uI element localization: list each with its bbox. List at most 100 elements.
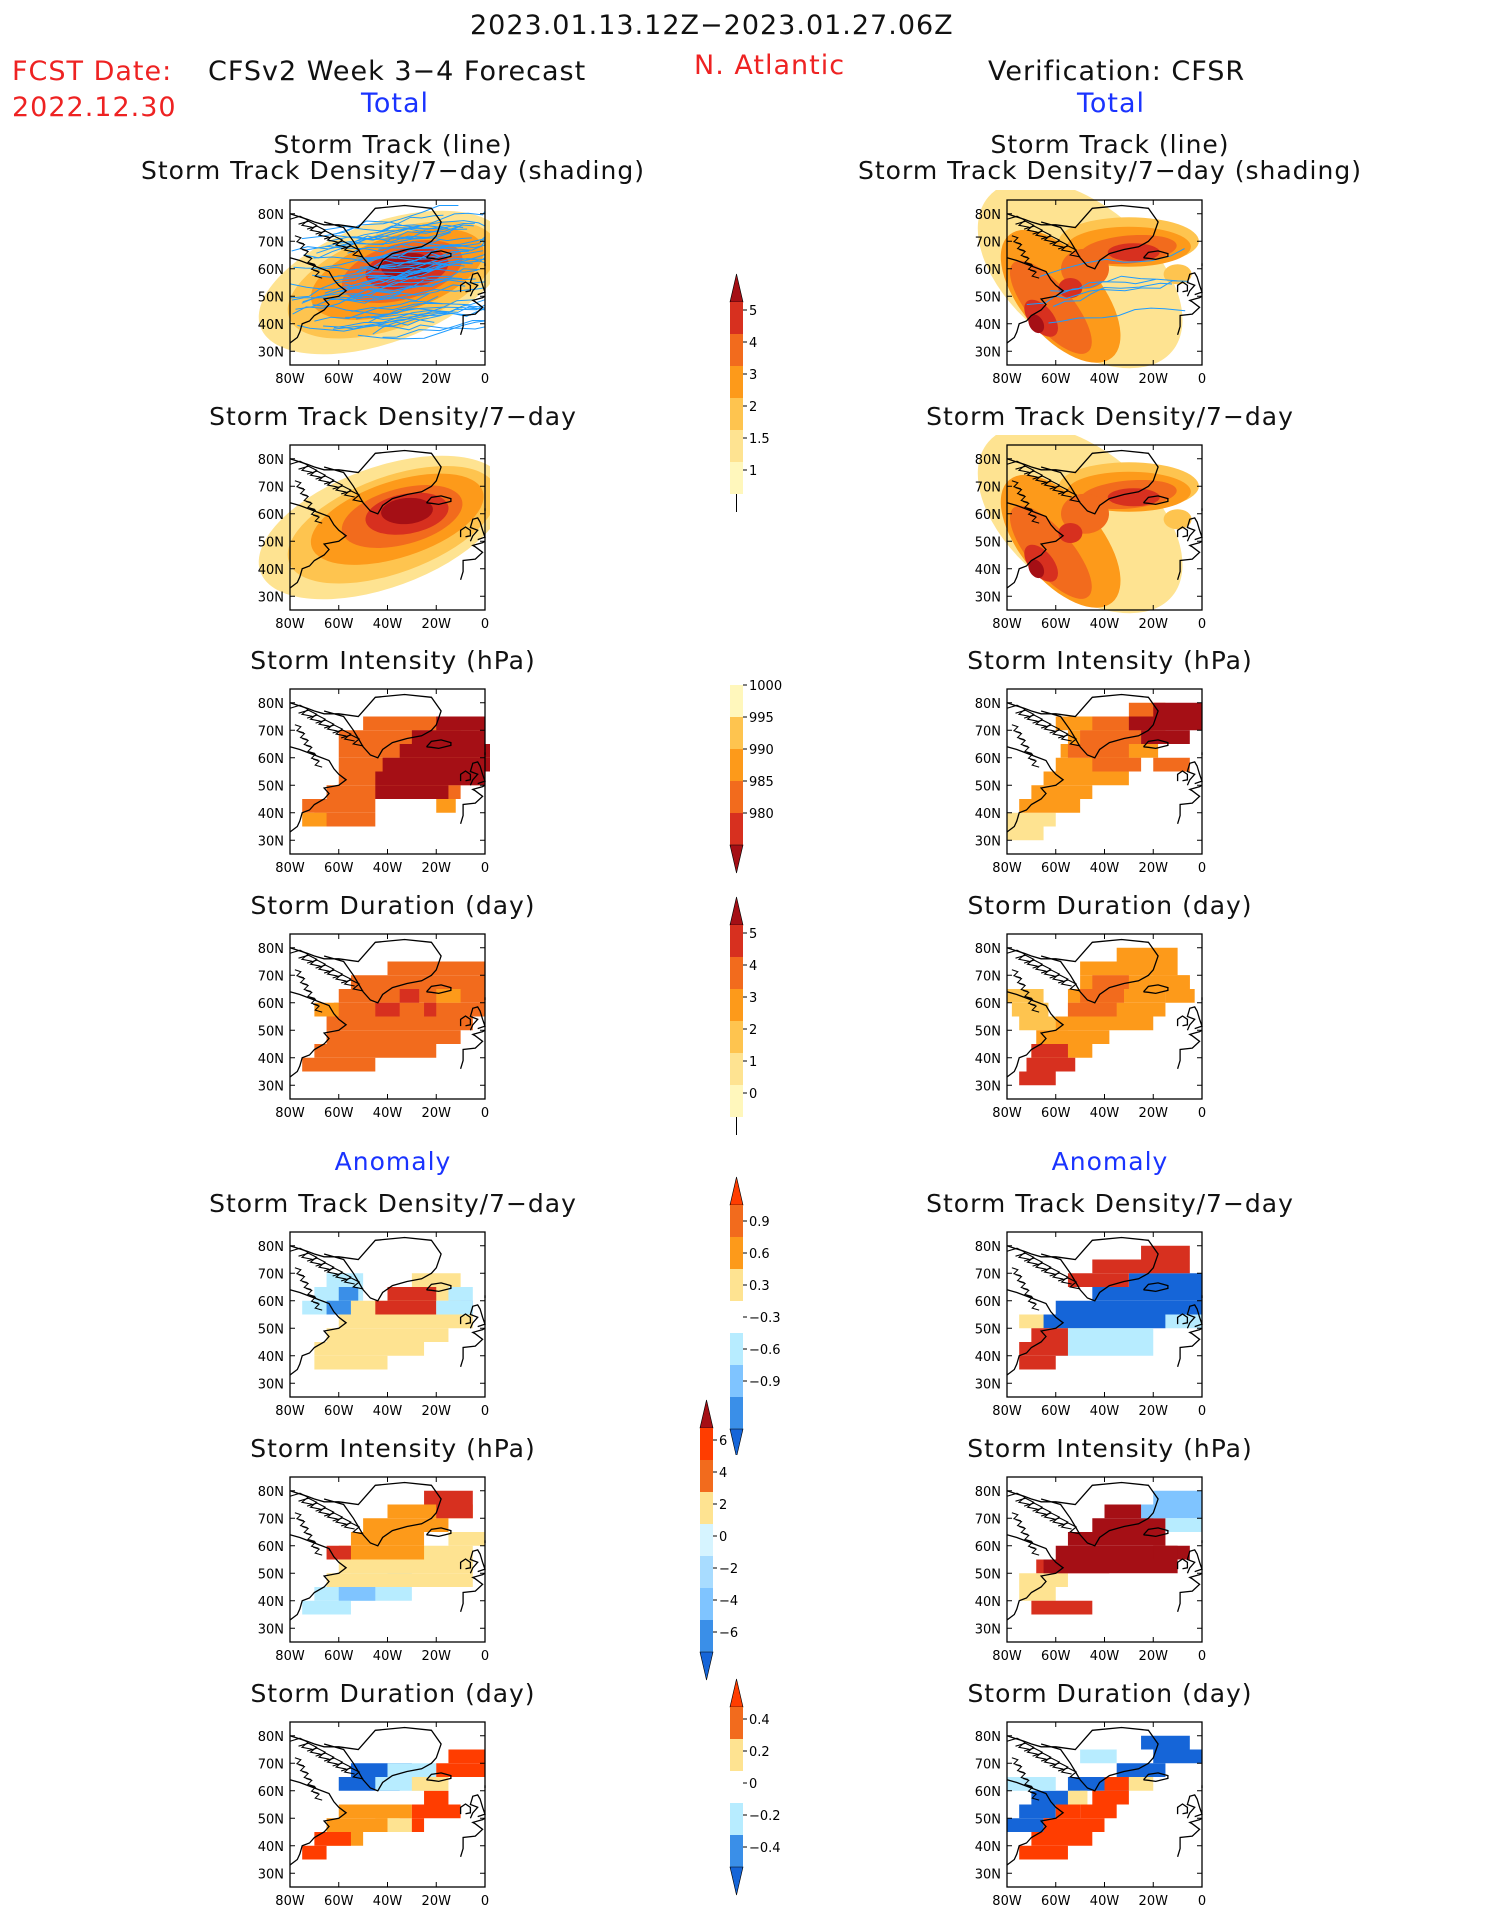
region-title: N. Atlantic [694,50,846,81]
panel-title-duration-right: Storm Duration (day) [967,891,1253,920]
lon-tick-label: 0 [1198,861,1206,876]
colorbar-swatch [730,781,743,813]
colorbar-label: 4 [719,1466,727,1481]
lon-tick-label: 60W [324,1894,354,1909]
panel-title-line1: Storm Track (line) [273,130,513,159]
grid-shading [375,989,437,1017]
lat-tick-label: 80N [975,1240,1001,1255]
map-panel: 80N 70N 60N 50N 40N 30N 80W 60W 40W 20W 0 [258,1476,489,1664]
lon-tick-label: 60W [1041,617,1071,632]
colorbar-swatch [730,1333,743,1365]
colorbar-label: 0.3 [749,1279,770,1294]
lat-tick-label: 70N [258,1757,284,1772]
colorbar-label: 5 [749,927,757,942]
colorbar-swatch [730,1085,743,1117]
colorbar-label: 0.2 [749,1745,770,1760]
coastline [289,449,486,589]
lat-tick-label: 30N [975,1622,1001,1637]
lon-tick-label: 0 [1198,372,1206,387]
colorbar-label: −0.3 [749,1311,781,1326]
lat-tick-label: 60N [258,263,284,278]
fcst-date-label: FCST Date: [12,56,173,87]
grid-shading [1007,989,1068,1031]
colorbar-anom-density: 0.9 0.6 0.3 −0.3 −0.6 −0.9 [729,1176,781,1455]
coastline [289,1481,486,1621]
colorbar-swatch [729,1176,744,1206]
colorbar-label: 2 [749,1023,757,1038]
colorbar-label: 2 [719,1498,727,1513]
lat-tick-label: 50N [258,1567,284,1582]
lon-tick-label: 80W [275,1894,305,1909]
colorbar-label: 6 [719,1434,727,1449]
lon-tick-label: 60W [324,617,354,632]
lon-tick-label: 20W [422,861,452,876]
panel-title-line1: Storm Track (line) [990,130,1230,159]
forecast-title: CFSv2 Week 3−4 Forecast [208,56,587,87]
lat-tick-label: 80N [975,453,1001,468]
colorbar-swatch [700,1492,713,1524]
lat-tick-label: 40N [258,318,284,333]
lon-tick-label: 80W [992,861,1022,876]
lat-tick-label: 50N [975,1567,1001,1582]
anomaly-section-left: Anomaly [334,1147,452,1176]
map-panel: 80N 70N 60N 50N 40N 30N 80W 60W 40W 20W 0 [258,199,490,387]
coastline [289,938,486,1078]
lon-tick-label: 20W [1139,1649,1169,1664]
colorbar-label: 0 [719,1530,727,1545]
grid-shading [436,1287,473,1315]
lon-tick-label: 80W [275,1649,305,1664]
lat-tick-label: 70N [975,969,1001,984]
lat-tick-label: 40N [258,563,284,578]
colorbar-label: 5 [749,304,757,319]
lon-tick-label: 20W [422,1894,452,1909]
colorbar-label: 0.6 [749,1247,770,1262]
colorbar-swatch [730,1771,743,1803]
grid-shading [1043,1273,1202,1329]
density-shading [1058,523,1083,543]
map-panel: 80N 70N 60N 50N 40N 30N 80W 60W 40W 20W 0 [975,933,1206,1121]
map-panel: 80N 70N 60N 50N 40N 30N 80W 60W 40W 20W 0 [975,1231,1206,1419]
lon-tick-label: 80W [275,372,305,387]
colorbar-swatch [700,1428,713,1460]
colorbar-anom-intensity: 6 4 2 0 −2 −4 −6 [699,1399,738,1681]
colorbar-swatch [730,398,743,430]
lat-tick-label: 70N [975,1512,1001,1527]
panel-title-duration-left: Storm Duration (day) [250,891,536,920]
lon-tick-label: 40W [1090,1649,1120,1664]
lat-tick-label: 80N [975,208,1001,223]
panel-title-anom-duration-right: Storm Duration (day) [967,1679,1253,1708]
colorbar-swatch [730,462,743,494]
coastline [289,204,486,344]
panel-title-anom-density-left: Storm Track Density/7−day [209,1189,577,1218]
lat-tick-label: 50N [975,290,1001,305]
colorbar-swatch [730,1397,743,1429]
lat-tick-label: 40N [975,563,1001,578]
period-title: 2023.01.13.12Z−2023.01.27.06Z [470,10,954,41]
colorbar-swatch [700,1588,713,1620]
colorbar-swatch [700,1460,713,1492]
grid-shading [326,1490,473,1560]
lat-tick-label: 50N [975,1812,1001,1827]
colorbar-label: 990 [749,743,774,758]
lat-tick-label: 30N [258,1622,284,1637]
lon-tick-label: 60W [1041,1404,1071,1419]
colorbar-label: 985 [749,775,774,790]
lat-tick-label: 70N [975,235,1001,250]
lat-tick-label: 60N [975,263,1001,278]
lon-tick-label: 80W [275,861,305,876]
lat-tick-label: 70N [258,724,284,739]
lon-tick-label: 0 [481,861,489,876]
lon-tick-label: 0 [481,617,489,632]
coastline [289,1236,486,1376]
lon-tick-label: 80W [275,617,305,632]
panel-title-track-left: Storm Track (line) Storm Track Density/7… [53,132,733,184]
lat-tick-label: 40N [975,1595,1001,1610]
lon-tick-label: 0 [1198,1649,1206,1664]
colorbar-label: 0 [749,1777,757,1792]
density-shading [1009,260,1092,354]
lat-tick-label: 80N [258,1485,284,1500]
lat-tick-label: 30N [258,590,284,605]
lat-tick-label: 80N [258,942,284,957]
lon-tick-label: 60W [324,861,354,876]
panel-title-intensity-left: Storm Intensity (hPa) [250,646,536,675]
